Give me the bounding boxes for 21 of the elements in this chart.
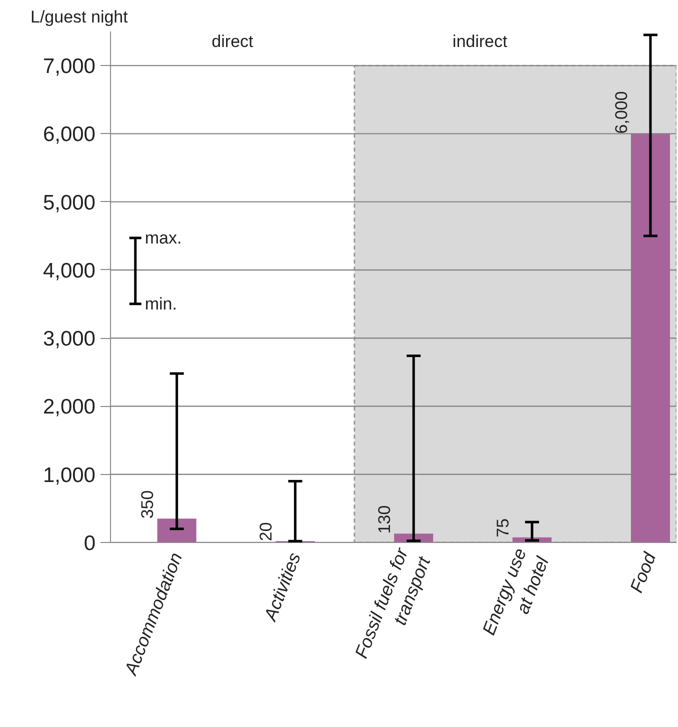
y-tick-label: 5,000 [42, 191, 96, 214]
annotation: direct [212, 32, 254, 52]
y-tick-label: 1,000 [42, 464, 96, 487]
y-tick-label: 0 [84, 532, 96, 555]
x-tick-label: Food [626, 548, 660, 596]
data-label: 6,000 [612, 91, 631, 134]
y-tick-label: 7,000 [42, 55, 96, 78]
y-tick-label: 6,000 [42, 123, 96, 146]
y-tick-label: 4,000 [42, 259, 96, 282]
band-label: indirect [452, 32, 508, 52]
data-label: 350 [138, 490, 158, 519]
data-label: 75 [493, 518, 512, 538]
bar [630, 134, 670, 542]
data-label: 130 [374, 505, 394, 534]
y-axis-title: L/guest night [30, 8, 128, 26]
annotation: min. [144, 294, 177, 314]
annotation: max. [144, 228, 182, 248]
data-label: 20 [256, 522, 276, 542]
y-tick-label: 2,000 [42, 396, 96, 419]
y-tick-label: 3,000 [42, 328, 96, 351]
bar [157, 518, 196, 542]
